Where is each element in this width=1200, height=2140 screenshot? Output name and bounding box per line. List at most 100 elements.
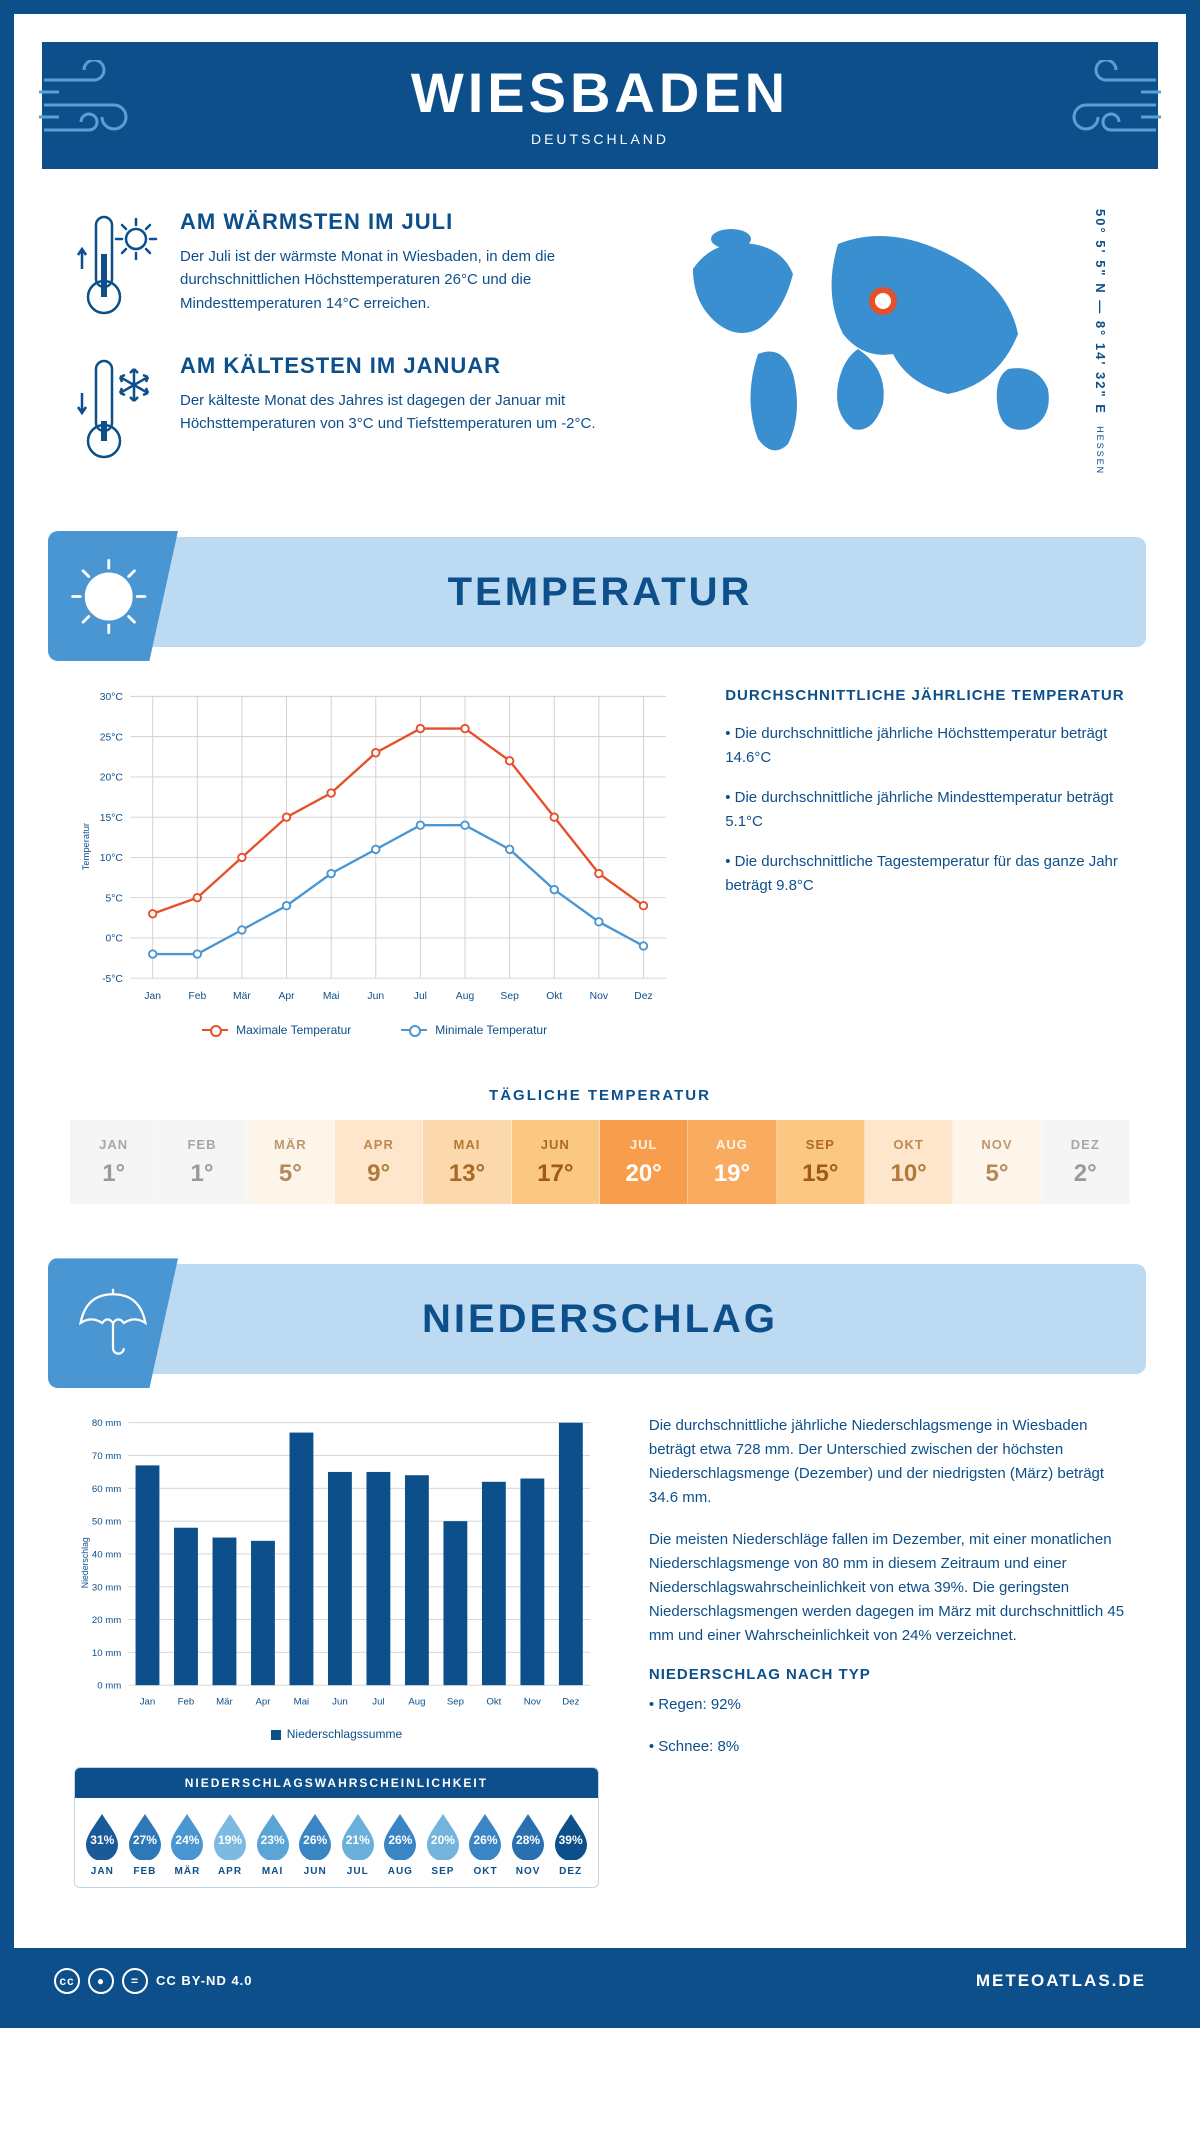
svg-text:Okt: Okt xyxy=(486,1697,501,1708)
svg-text:Jul: Jul xyxy=(414,991,427,1002)
drop-cell: 39%DEZ xyxy=(549,1812,592,1877)
umbrella-icon xyxy=(48,1258,178,1388)
svg-text:10°C: 10°C xyxy=(100,853,124,864)
heat-cell: OKT10° xyxy=(865,1120,953,1204)
svg-text:Mai: Mai xyxy=(323,991,340,1002)
fact-warm-title: AM WÄRMSTEN IM JULI xyxy=(180,209,609,235)
svg-text:30 mm: 30 mm xyxy=(92,1583,121,1594)
heat-cell: JUL20° xyxy=(600,1120,688,1204)
svg-text:Nov: Nov xyxy=(590,991,609,1002)
svg-text:Dez: Dez xyxy=(634,991,652,1002)
heat-cell: JUN17° xyxy=(512,1120,600,1204)
drop-cell: 26%AUG xyxy=(379,1812,422,1877)
temp-summary-1: • Die durchschnittliche jährliche Höchst… xyxy=(725,722,1126,770)
fact-cold-title: AM KÄLTESTEN IM JANUAR xyxy=(180,353,609,379)
nd-icon: = xyxy=(122,1968,148,1994)
wind-icon xyxy=(1046,60,1166,150)
svg-text:15°C: 15°C xyxy=(100,813,124,824)
svg-text:80 mm: 80 mm xyxy=(92,1419,121,1430)
footer: cc ● = CC BY-ND 4.0 METEOATLAS.DE xyxy=(14,1948,1186,2014)
drop-cell: 21%JUL xyxy=(336,1812,379,1877)
svg-text:Mai: Mai xyxy=(294,1697,309,1708)
precip-legend: Niederschlagssumme xyxy=(74,1727,599,1741)
drop-cell: 23%MAI xyxy=(251,1812,294,1877)
heat-cell: JAN1° xyxy=(70,1120,158,1204)
svg-text:20 mm: 20 mm xyxy=(92,1615,121,1626)
svg-text:Jun: Jun xyxy=(367,991,384,1002)
precip-p2: Die meisten Niederschläge fallen im Deze… xyxy=(649,1528,1126,1648)
daily-temp-heatmap: JAN1°FEB1°MÄR5°APR9°MAI13°JUN17°JUL20°AU… xyxy=(70,1120,1130,1204)
heat-cell: AUG19° xyxy=(688,1120,776,1204)
precip-p1: Die durchschnittliche jährliche Niedersc… xyxy=(649,1414,1126,1510)
svg-text:20°C: 20°C xyxy=(100,773,124,784)
svg-text:Dez: Dez xyxy=(562,1697,579,1708)
svg-text:Okt: Okt xyxy=(546,991,562,1002)
precip-type-1: • Regen: 92% xyxy=(649,1693,1126,1717)
svg-text:Apr: Apr xyxy=(278,991,295,1002)
svg-text:Jun: Jun xyxy=(332,1697,348,1708)
drop-cell: 28%NOV xyxy=(507,1812,550,1877)
city-title: WIESBADEN xyxy=(42,60,1158,125)
temp-summary-title: DURCHSCHNITTLICHE JÄHRLICHE TEMPERATUR xyxy=(725,687,1126,704)
temp-legend: Maximale Temperatur Minimale Temperatur xyxy=(74,1023,675,1037)
svg-text:Mär: Mär xyxy=(233,991,251,1002)
country-subtitle: DEUTSCHLAND xyxy=(42,131,1158,147)
svg-text:40 mm: 40 mm xyxy=(92,1550,121,1561)
section-temperature: TEMPERATUR xyxy=(54,537,1146,647)
svg-text:Feb: Feb xyxy=(178,1697,195,1708)
svg-text:25°C: 25°C xyxy=(100,732,124,743)
fact-cold-body: Der kälteste Monat des Jahres ist dagege… xyxy=(180,389,609,436)
temperature-line-chart: -5°C 0°C 5°C 10°C 15°C 20°C 25°C 30°C Jan Feb Mär A… xyxy=(74,687,675,1006)
coordinates: 50° 5' 5" N — 8° 14' 32" E HESSEN xyxy=(1093,209,1108,475)
svg-text:5°C: 5°C xyxy=(106,893,124,904)
svg-text:10 mm: 10 mm xyxy=(92,1648,121,1659)
drop-cell: 26%OKT xyxy=(464,1812,507,1877)
drop-cell: 27%FEB xyxy=(124,1812,167,1877)
svg-text:Feb: Feb xyxy=(188,991,206,1002)
heat-cell: MAI13° xyxy=(423,1120,511,1204)
svg-text:Mär: Mär xyxy=(216,1697,233,1708)
fact-warmest: AM WÄRMSTEN IM JULI Der Juli ist der wär… xyxy=(74,209,609,319)
thermometer-cold-icon xyxy=(74,353,160,463)
header: WIESBADEN DEUTSCHLAND xyxy=(42,42,1158,169)
by-icon: ● xyxy=(88,1968,114,1994)
svg-text:Aug: Aug xyxy=(456,991,475,1002)
svg-text:60 mm: 60 mm xyxy=(92,1484,121,1495)
svg-text:-5°C: -5°C xyxy=(102,974,123,985)
svg-text:Jul: Jul xyxy=(372,1697,384,1708)
drop-cell: 26%JUN xyxy=(294,1812,337,1877)
temp-summary-2: • Die durchschnittliche jährliche Mindes… xyxy=(725,786,1126,834)
heat-cell: MÄR5° xyxy=(247,1120,335,1204)
brand: METEOATLAS.DE xyxy=(976,1971,1146,1991)
heat-cell: FEB1° xyxy=(158,1120,246,1204)
heat-cell: SEP15° xyxy=(777,1120,865,1204)
wind-icon xyxy=(34,60,154,150)
fact-coldest: AM KÄLTESTEN IM JANUAR Der kälteste Mona… xyxy=(74,353,609,463)
heat-cell: NOV5° xyxy=(953,1120,1041,1204)
svg-text:30°C: 30°C xyxy=(100,692,124,703)
svg-text:70 mm: 70 mm xyxy=(92,1451,121,1462)
daily-temp-title: TÄGLICHE TEMPERATUR xyxy=(14,1087,1186,1104)
precip-probability-panel: NIEDERSCHLAGSWAHRSCHEINLICHKEIT 31%JAN27… xyxy=(74,1767,599,1888)
svg-text:Jan: Jan xyxy=(140,1697,156,1708)
temp-summary-3: • Die durchschnittliche Tagestemperatur … xyxy=(725,850,1126,898)
thermometer-hot-icon xyxy=(74,209,160,319)
svg-text:50 mm: 50 mm xyxy=(92,1517,121,1528)
heat-cell: DEZ2° xyxy=(1042,1120,1130,1204)
section-precipitation: NIEDERSCHLAG xyxy=(54,1264,1146,1374)
drop-cell: 19%APR xyxy=(209,1812,252,1877)
svg-text:Nov: Nov xyxy=(524,1697,541,1708)
drop-cell: 31%JAN xyxy=(81,1812,124,1877)
world-map xyxy=(663,209,1103,469)
svg-text:0 mm: 0 mm xyxy=(97,1681,121,1692)
heat-cell: APR9° xyxy=(335,1120,423,1204)
drop-cell: 20%SEP xyxy=(422,1812,465,1877)
drop-cell: 24%MÄR xyxy=(166,1812,209,1877)
fact-warm-body: Der Juli ist der wärmste Monat in Wiesba… xyxy=(180,245,609,315)
svg-text:Sep: Sep xyxy=(447,1697,464,1708)
sun-icon xyxy=(48,531,178,661)
svg-text:Jan: Jan xyxy=(144,991,161,1002)
precip-type-title: NIEDERSCHLAG NACH TYP xyxy=(649,1666,1126,1683)
svg-text:0°C: 0°C xyxy=(106,934,124,945)
svg-text:Temperatur: Temperatur xyxy=(80,823,91,870)
